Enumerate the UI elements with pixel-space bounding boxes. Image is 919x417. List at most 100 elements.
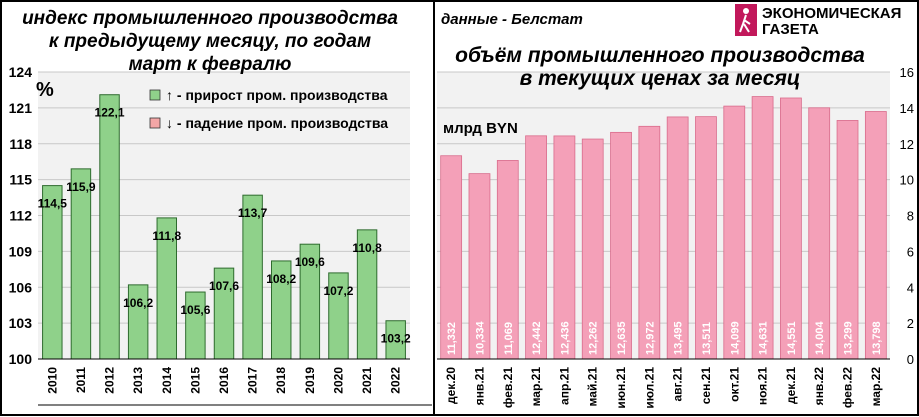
- left-bar-value-label: 105,6: [180, 303, 210, 317]
- left-y-tick-label: 121: [9, 100, 33, 116]
- left-bar: [70, 168, 92, 360]
- right-x-tick-label: июл.21: [642, 367, 656, 409]
- right-x-tick-label: дек.20: [444, 367, 458, 404]
- right-x-tick-label: ноя.21: [756, 367, 770, 405]
- right-y-tick-label: 8: [907, 209, 914, 224]
- left-y-tick-label: 115: [9, 172, 32, 188]
- left-y-tick-label: 124: [9, 64, 33, 80]
- right-bar: [808, 107, 831, 360]
- right-bar: [723, 105, 746, 360]
- left-x-tick-label: 2016: [217, 367, 231, 394]
- right-bar-value-label: 13,299: [843, 321, 855, 355]
- left-x-tick-label: 2019: [303, 367, 317, 394]
- left-bar-value-label: 114,5: [38, 197, 68, 211]
- right-x-tick-label: фев.22: [841, 367, 855, 408]
- left-y-tick-label: 109: [9, 243, 33, 259]
- left-x-tick-label: 2018: [274, 367, 288, 394]
- right-bar-value-label: 12,436: [559, 321, 571, 355]
- right-x-tick-label: окт.21: [727, 367, 741, 402]
- left-y-tick-label: 118: [9, 136, 32, 152]
- right-x-tick-label: авг.21: [671, 367, 685, 402]
- left-x-tick-label: 2022: [389, 367, 403, 394]
- left-bar-value-label: 110,8: [352, 241, 382, 255]
- left-x-tick-label: 2017: [246, 367, 260, 394]
- right-x-tick-label: янв.22: [812, 367, 826, 406]
- right-bars: 11,332 10,334 11,069 12,442 12,436 12,262 12,6…: [440, 96, 887, 360]
- left-y-tick-label: 100: [9, 351, 33, 367]
- left-bar: [42, 185, 63, 360]
- right-bar-value-label: 13,511: [701, 322, 713, 355]
- right-x-tick-label: янв.21: [472, 367, 486, 406]
- left-x-tick-label: 2011: [74, 367, 88, 393]
- right-x-tick-label: мар.21: [529, 367, 543, 407]
- right-y-tick-label: 14: [900, 101, 914, 116]
- legend-swatch-growth: [149, 89, 161, 101]
- right-x-tick-label: май.21: [586, 367, 600, 407]
- legend-label-growth: ↑ - прирост пром. производства: [166, 87, 388, 103]
- right-y-tick-label: 4: [907, 280, 914, 295]
- right-bar-value-label: 14,004: [814, 320, 826, 355]
- logo-figure-head: [743, 8, 749, 14]
- left-bar-value-label: 109,6: [295, 255, 325, 269]
- right-bar-value-label: 12,262: [588, 321, 600, 355]
- right-x-tick-label: мар.22: [869, 367, 883, 407]
- left-x-tick-label: 2020: [331, 367, 345, 394]
- right-y-unit-label: млрд BYN: [443, 120, 518, 137]
- left-x-tick-label: 2021: [360, 367, 374, 394]
- left-bars: 114,5 115,9 122,1 106,2 111,8 105,6 107,6 113,7…: [38, 94, 411, 360]
- left-y-axis: 100 103 106 109 112 115 118 121 124: [9, 64, 33, 367]
- left-title-line-1: индекс промышленного производства: [22, 8, 398, 29]
- right-bar-value-label: 12,635: [616, 321, 628, 355]
- legend-swatch-decline: [149, 117, 161, 129]
- right-bar-value-label: 14,631: [758, 321, 770, 355]
- left-title-line-3: март к февралю: [129, 54, 292, 75]
- logo: ЭКОНОМИЧЕСКАЯ ГАЗЕТА: [735, 4, 901, 38]
- left-bar-value-label: 107,6: [209, 279, 239, 293]
- right-y-axis: 0 2 4 6 8 10 12 14 16: [900, 65, 914, 367]
- left-bar-value-label: 106,2: [123, 296, 153, 310]
- right-y-tick-label: 2: [907, 316, 914, 331]
- left-x-tick-label: 2015: [188, 367, 202, 394]
- left-y-unit-label: %: [36, 79, 54, 101]
- left-bar-value-label: 111,8: [152, 229, 181, 243]
- left-x-axis: 2010 2011 2012 2013 2014 2015 2016 2017 2018 2019…: [45, 367, 402, 394]
- left-x-tick-label: 2010: [45, 367, 59, 394]
- logo-figure-body: [739, 14, 751, 33]
- right-x-tick-label: июн.21: [614, 367, 628, 409]
- right-bar: [780, 97, 802, 360]
- right-y-tick-label: 16: [900, 65, 914, 80]
- left-bar-value-label: 113,7: [238, 206, 268, 220]
- right-x-tick-label: дек.21: [784, 367, 798, 404]
- left-x-tick-label: 2012: [103, 367, 117, 394]
- right-y-tick-label: 6: [907, 244, 914, 259]
- right-bar-value-label: 10,334: [474, 320, 486, 355]
- right-bar-value-label: 14,099: [729, 321, 741, 355]
- right-bar: [751, 96, 774, 360]
- right-x-tick-label: фев.21: [501, 367, 515, 408]
- left-title-line-2: к предыдущему месяцу, по годам: [49, 31, 371, 52]
- left-x-tick-label: 2013: [131, 367, 145, 394]
- left-bar-value-label: 108,2: [266, 272, 296, 286]
- logo-text-line-2: ГАЗЕТА: [762, 21, 819, 38]
- left-bar: [99, 94, 120, 360]
- left-bar-value-label: 107,2: [323, 284, 353, 298]
- right-x-tick-label: апр.21: [557, 367, 571, 405]
- left-x-tick-label: 2014: [160, 367, 174, 394]
- left-y-tick-label: 103: [9, 315, 33, 331]
- right-bar-value-label: 14,551: [786, 321, 798, 355]
- left-bar-value-label: 115,9: [66, 180, 96, 194]
- right-y-tick-label: 0: [907, 352, 914, 367]
- right-bar-value-label: 13,798: [871, 321, 883, 355]
- legend-label-decline: ↓ - падение пром. производства: [166, 115, 388, 131]
- source-note: данные - Белстат: [441, 11, 583, 28]
- right-x-tick-label: сен.21: [699, 367, 713, 405]
- right-bar-value-label: 13,495: [673, 321, 685, 355]
- left-bar-value-label: 122,1: [95, 106, 125, 120]
- right-y-tick-label: 12: [900, 137, 914, 152]
- right-y-tick-label: 10: [900, 173, 914, 188]
- right-bar-value-label: 11,069: [503, 322, 515, 355]
- right-title-line-2: в текущих ценах за месяц: [520, 67, 801, 90]
- right-bar-value-label: 11,332: [446, 322, 458, 355]
